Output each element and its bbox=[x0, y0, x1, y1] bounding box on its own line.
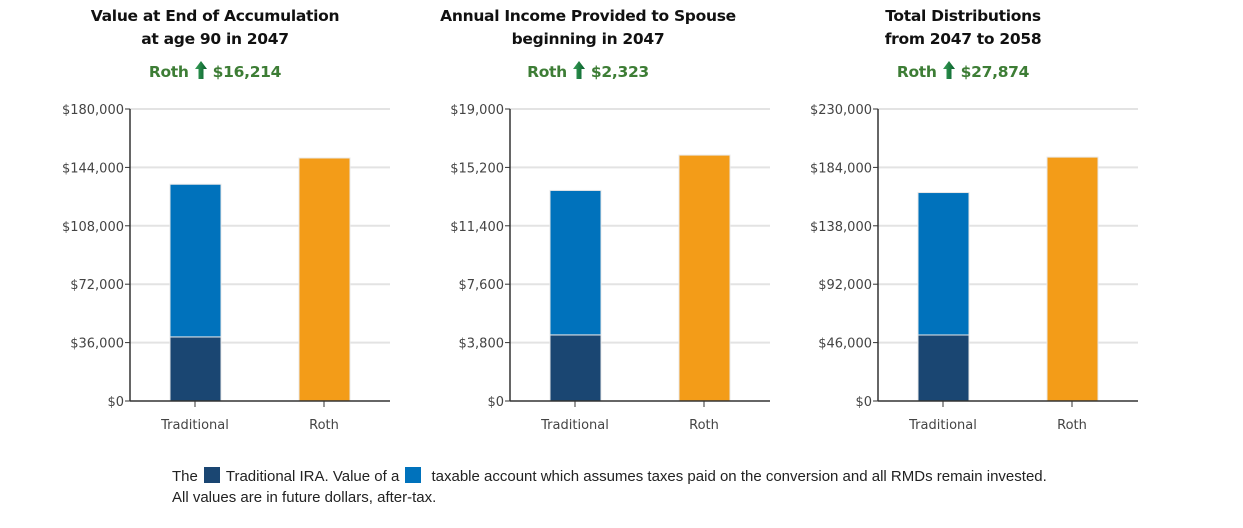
y-tick-label: $19,000 bbox=[450, 103, 504, 118]
y-tick-label: $0 bbox=[855, 395, 872, 410]
bar-roth bbox=[678, 154, 731, 402]
footer-text-line2: All values are in future dollars, after-… bbox=[172, 489, 437, 506]
bar-roth bbox=[1046, 156, 1099, 402]
delta-value: $2,323 bbox=[590, 63, 649, 81]
bar-traditional-ira bbox=[549, 334, 602, 402]
x-tick-label: Traditional bbox=[540, 418, 609, 433]
y-tick-label: $138,000 bbox=[810, 220, 872, 235]
bar-chart: $0 $3,800 $7,600 $11,400 $15,200 $19,000 Tradi… bbox=[450, 103, 770, 433]
y-tick-label: $11,400 bbox=[450, 220, 504, 235]
y-tick-label: $46,000 bbox=[818, 337, 872, 352]
roth-advantage: Roth $27,874 bbox=[798, 61, 1128, 81]
bar-roth bbox=[298, 157, 351, 402]
y-tick-label: $180,000 bbox=[62, 103, 124, 118]
footer-note: The Traditional IRA. Value of a taxable a… bbox=[172, 466, 1047, 508]
footer-text: Traditional IRA. Value of a bbox=[225, 468, 400, 485]
y-tick-label: $108,000 bbox=[62, 220, 124, 235]
taxable-swatch bbox=[405, 467, 422, 483]
chart-title: Annual Income Provided to Spouse beginnin… bbox=[440, 7, 736, 48]
footer-text: The bbox=[172, 468, 198, 485]
bar-taxable-account bbox=[169, 183, 222, 338]
y-tick-label: $144,000 bbox=[62, 161, 124, 176]
roth-advantage: Roth $16,214 bbox=[50, 61, 380, 81]
y-tick-label: $7,600 bbox=[459, 278, 505, 293]
up-arrow-icon bbox=[572, 61, 585, 79]
bar-traditional-ira bbox=[917, 334, 970, 402]
chart-title: Total Distributions from 2047 to 2058 bbox=[884, 7, 1042, 48]
x-tick-label: Roth bbox=[689, 418, 719, 433]
x-tick-label: Traditional bbox=[160, 418, 229, 433]
x-tick-label: Traditional bbox=[908, 418, 977, 433]
y-tick-label: $72,000 bbox=[70, 278, 124, 293]
y-tick-label: $0 bbox=[487, 395, 504, 410]
up-arrow-icon bbox=[942, 61, 955, 79]
delta-label: Roth bbox=[527, 63, 567, 81]
delta-label: Roth bbox=[896, 63, 937, 81]
delta-label: Roth bbox=[148, 63, 189, 81]
y-tick-label: $36,000 bbox=[70, 337, 124, 352]
bar-chart: $0 $36,000 $72,000 $108,000 $144,000 $180,000… bbox=[62, 103, 390, 433]
delta-value: $16,214 bbox=[212, 63, 282, 81]
y-tick-label: $230,000 bbox=[810, 103, 872, 118]
y-tick-label: $184,000 bbox=[810, 161, 872, 176]
bar-taxable-account bbox=[917, 192, 970, 336]
y-tick-label: $3,800 bbox=[459, 337, 505, 352]
bar-chart: $0 $46,000 $92,000 $138,000 $184,000 $230,000… bbox=[810, 103, 1138, 433]
x-tick-label: Roth bbox=[309, 418, 339, 433]
up-arrow-icon bbox=[194, 61, 207, 79]
y-tick-label: $92,000 bbox=[818, 278, 872, 293]
delta-value: $27,874 bbox=[960, 63, 1030, 81]
x-tick-label: Roth bbox=[1057, 418, 1087, 433]
bar-traditional-ira bbox=[169, 336, 222, 402]
traditional-ira-swatch bbox=[203, 467, 220, 483]
chart-title: Value at End of Accumulation at age 90 in… bbox=[90, 7, 340, 48]
y-tick-label: $0 bbox=[107, 395, 124, 410]
roth-advantage: Roth $2,323 bbox=[423, 61, 753, 81]
footer-text: taxable account which assumes taxes paid… bbox=[431, 468, 1047, 485]
y-tick-label: $15,200 bbox=[450, 161, 504, 176]
bar-taxable-account bbox=[549, 189, 602, 336]
